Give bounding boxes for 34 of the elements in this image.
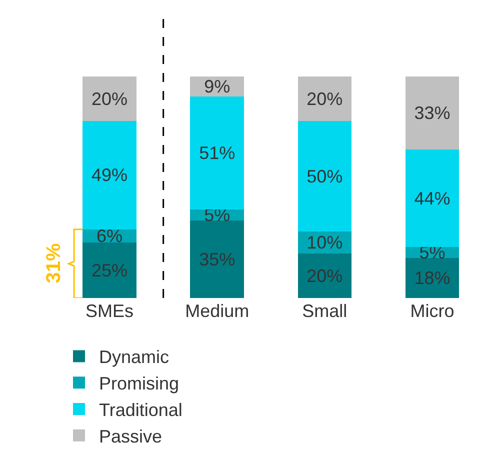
x-tick-label: Small (302, 301, 348, 321)
bar (405, 258, 460, 298)
bar (82, 76, 136, 121)
data-label: 20% (92, 88, 128, 109)
data-label: 18% (414, 268, 450, 288)
data-label: 33% (414, 103, 450, 124)
bar (82, 242, 136, 298)
bar (82, 120, 136, 230)
legend-label: Promising (99, 374, 180, 394)
data-label: 25% (92, 260, 128, 280)
bar (298, 254, 352, 298)
data-label: 50% (306, 166, 343, 186)
annotation: 31% (42, 243, 65, 284)
legend-label: Passive (99, 426, 162, 446)
data-label: 51% (199, 143, 236, 164)
bar (405, 76, 460, 150)
bar (190, 96, 244, 210)
legend-label: Traditional (99, 400, 182, 420)
data-label: 10% (306, 232, 343, 253)
data-label: 9% (204, 76, 230, 97)
data-label: 6% (96, 226, 123, 246)
x-tick-label: Medium (185, 301, 250, 321)
bar (405, 150, 460, 248)
data-label: 49% (92, 165, 128, 186)
data-label: 20% (306, 88, 343, 109)
data-label: 20% (306, 266, 343, 286)
data-label: 35% (199, 249, 236, 270)
bar (190, 220, 244, 298)
legend-label: Dynamic (99, 347, 170, 368)
bar (298, 76, 352, 121)
x-tick-label: SMEs (86, 301, 134, 321)
x-tick-label: Micro (410, 301, 454, 321)
data-label: 44% (414, 188, 450, 208)
bar (298, 120, 352, 232)
